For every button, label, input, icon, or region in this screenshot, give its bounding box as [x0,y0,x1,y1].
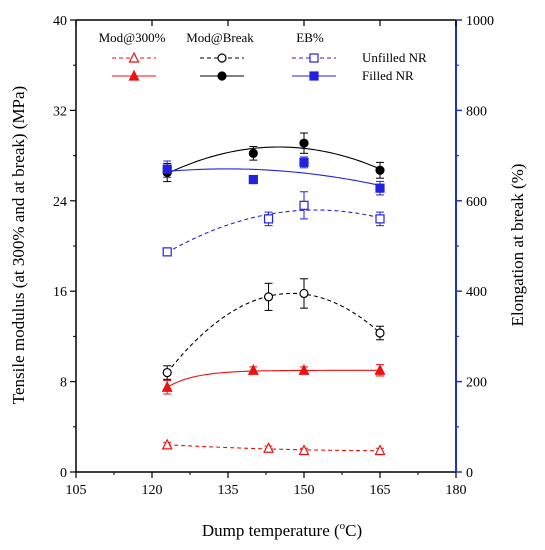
y-right-tick-label: 600 [466,195,487,210]
legend-marker [128,69,140,81]
axes [70,19,462,478]
y-left-tick-label: 8 [60,376,67,391]
data-point [374,444,386,456]
data-point [375,328,385,338]
data-point [247,363,259,375]
curve-Mod@300%-Unfilled NR [167,444,381,452]
data-point [263,441,275,453]
data-point [299,138,309,148]
data-point [298,363,310,375]
legend-marker [128,51,140,63]
data-point [161,438,173,450]
y-left-tick-label: 16 [53,285,67,300]
data-point [161,380,173,392]
data-point [298,444,310,456]
data-point [248,148,258,158]
data-point [375,183,385,193]
legend-row-label: Unfilled NR [362,50,427,65]
data-point [263,292,274,302]
y-axis-right-title: Elongation at break (%) [508,164,527,327]
legend-marker [217,53,227,63]
y-left-tick-label: 40 [53,14,67,29]
x-tick-label: 120 [142,483,163,498]
tick-labels: 105 120 135 150 165 1800816243240020040060080… [53,14,494,498]
data-point [248,174,258,185]
x-axis-title-unit: o [340,520,346,532]
data-point [375,214,385,224]
y-right-tick-label: 1000 [466,14,494,29]
data-point [162,164,172,174]
legend-column-header: Mod@Break [186,30,254,45]
curve-EB%-Filled NR [167,168,381,186]
y-left-tick-label: 24 [53,195,67,210]
curve-Mod@300%-Filled NR [166,369,380,388]
data-point [162,247,172,257]
curve-Mod@Break-Filled NR [166,146,381,175]
legend: Mod@300% Mod@Break EB% Unfilled NR Filled NR [99,30,427,83]
data-point [375,165,385,175]
legend-marker [309,53,319,63]
x-tick-label: 165 [370,483,391,498]
fitted-curves [166,146,381,452]
legend-column-header: Mod@300% [99,30,166,45]
x-tick-label: 150 [294,483,315,498]
y-left-tick-label: 0 [60,466,67,481]
y-right-tick-label: 200 [466,376,487,391]
curve-Mod@Break-Unfilled NR [166,292,381,373]
legend-column-header: EB% [296,30,324,45]
data-point [263,214,274,224]
data-point [162,367,172,378]
error-bars [163,132,384,454]
y-right-tick-label: 0 [466,466,473,481]
x-tick-label: 135 [218,483,239,498]
data-point [374,363,386,375]
data-point [299,288,309,299]
x-tick-label: 105 [66,483,87,498]
y-axis-left-title: Tensile modulus (at 300% and at break) (… [9,86,28,404]
y-right-tick-label: 800 [466,104,487,119]
y-left-tick-label: 32 [53,104,67,119]
legend-row-label: Filled NR [362,68,414,83]
curve-EB%-Unfilled NR [166,209,381,253]
x-axis-title: Dump temperature (oC) [202,520,362,540]
legend-marker [217,71,227,81]
data-markers [161,138,386,456]
x-tick-label: 180 [446,483,467,498]
x-axis-title-main: Dump temperature ( [202,521,340,540]
legend-marker [309,71,319,81]
data-point [299,200,309,210]
x-axis-title-suffix: C) [345,521,362,540]
data-point [299,157,309,167]
y-right-tick-label: 400 [466,285,487,300]
